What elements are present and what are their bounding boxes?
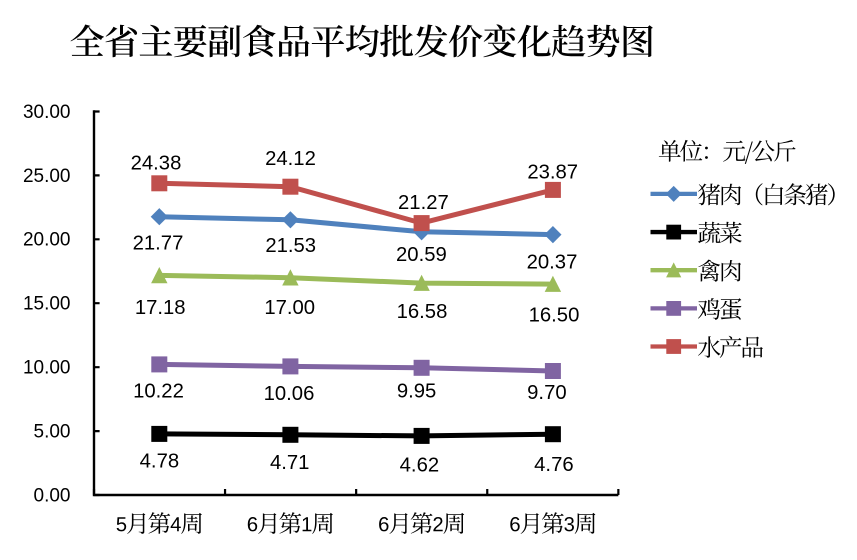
svg-text:21.77: 21.77 bbox=[133, 233, 184, 255]
svg-text:24.12: 24.12 bbox=[265, 148, 316, 170]
svg-text:23.87: 23.87 bbox=[527, 161, 578, 183]
svg-text:4.78: 4.78 bbox=[140, 451, 179, 473]
svg-text:21.27: 21.27 bbox=[398, 192, 449, 214]
svg-text:0.00: 0.00 bbox=[34, 485, 71, 506]
svg-text:25.00: 25.00 bbox=[23, 166, 71, 187]
svg-text:9.70: 9.70 bbox=[527, 382, 566, 404]
svg-text:4.76: 4.76 bbox=[534, 454, 573, 476]
svg-text:20.00: 20.00 bbox=[23, 230, 71, 251]
svg-text:16.58: 16.58 bbox=[397, 301, 448, 323]
svg-text:24.38: 24.38 bbox=[131, 153, 182, 175]
svg-text:10.06: 10.06 bbox=[264, 383, 315, 405]
svg-text:17.00: 17.00 bbox=[264, 297, 315, 319]
svg-text:9.95: 9.95 bbox=[397, 381, 436, 403]
svg-text:20.59: 20.59 bbox=[396, 244, 447, 266]
svg-text:5.00: 5.00 bbox=[34, 422, 71, 443]
svg-text:20.37: 20.37 bbox=[527, 252, 578, 274]
svg-text:17.18: 17.18 bbox=[135, 297, 186, 319]
svg-text:4.62: 4.62 bbox=[400, 455, 439, 477]
svg-text:16.50: 16.50 bbox=[529, 305, 580, 327]
svg-text:21.53: 21.53 bbox=[265, 235, 316, 257]
svg-text:15.00: 15.00 bbox=[23, 294, 71, 315]
svg-text:4.71: 4.71 bbox=[270, 452, 309, 474]
svg-text:30.00: 30.00 bbox=[23, 102, 71, 123]
svg-text:10.22: 10.22 bbox=[133, 381, 184, 403]
svg-text:10.00: 10.00 bbox=[23, 358, 71, 379]
